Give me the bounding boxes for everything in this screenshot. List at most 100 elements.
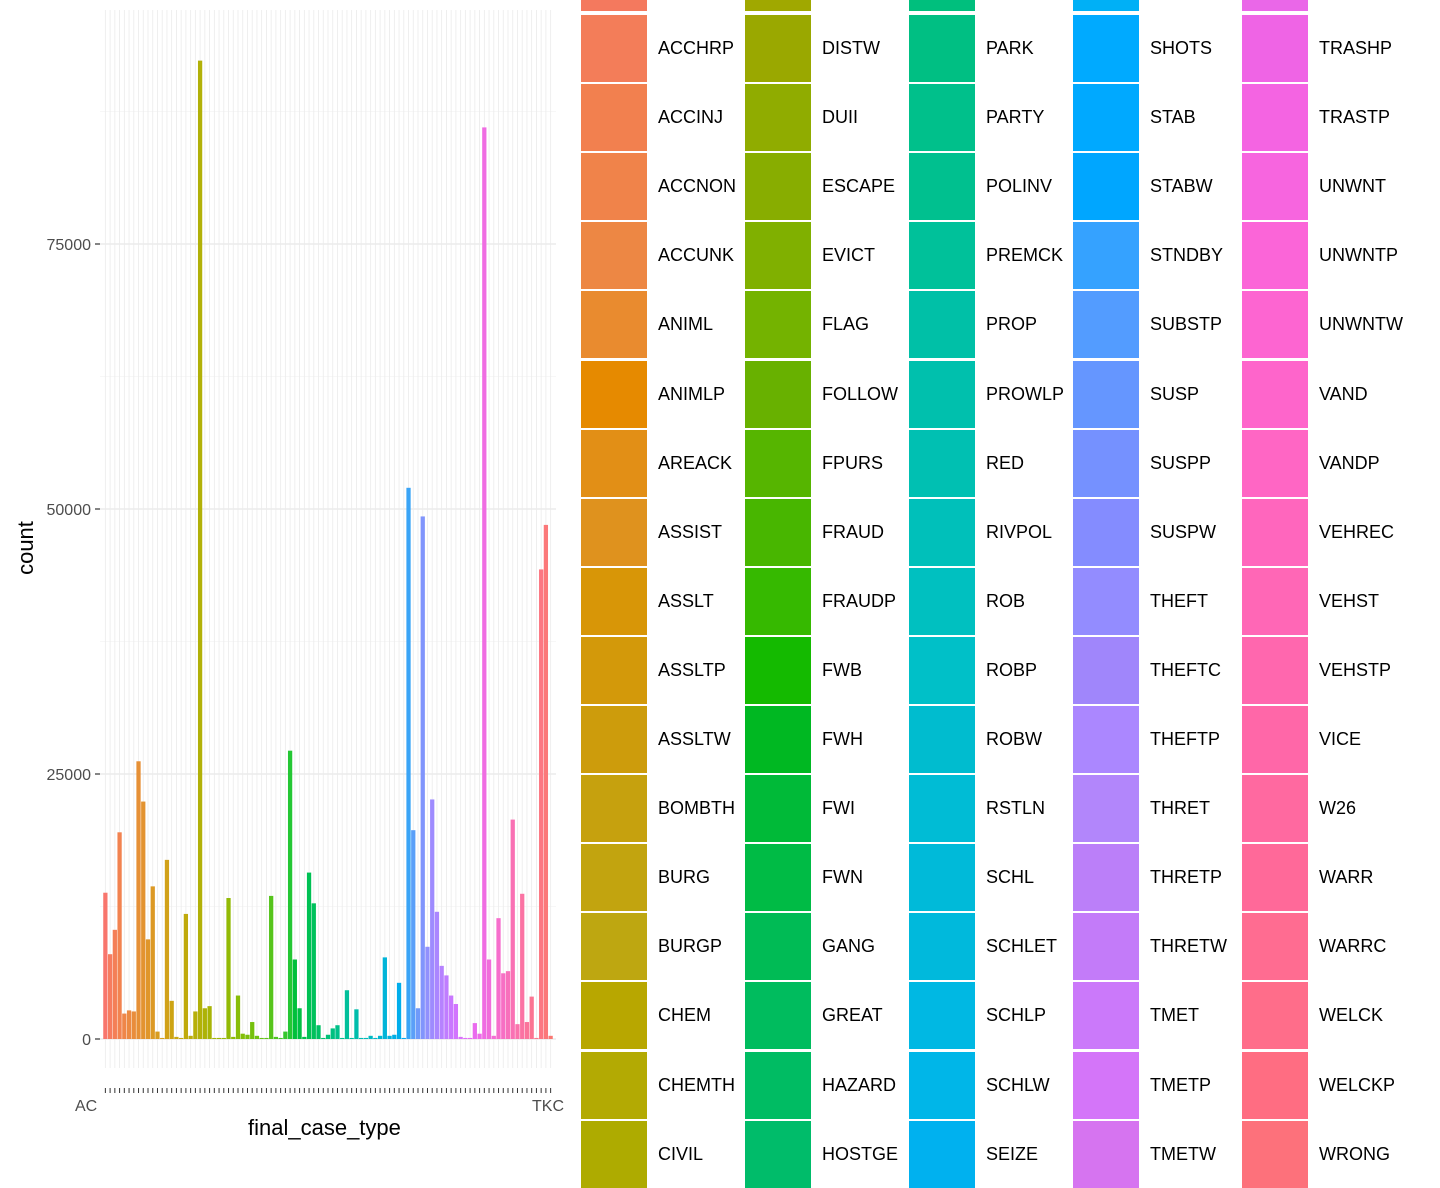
legend-label: GANG xyxy=(822,936,876,957)
bar xyxy=(486,959,492,1039)
legend-key xyxy=(1073,498,1139,566)
legend-label: FWI xyxy=(822,798,855,819)
bar xyxy=(382,957,387,1039)
bar xyxy=(534,1037,539,1039)
legend-label: THRETP xyxy=(1150,867,1222,888)
bar xyxy=(325,1034,331,1039)
legend-key xyxy=(1073,360,1139,428)
bar xyxy=(363,1037,369,1039)
legend-label: TMETW xyxy=(1150,1143,1216,1164)
legend-label: PARTY xyxy=(986,107,1045,128)
bar xyxy=(112,929,117,1039)
bar xyxy=(278,1037,283,1039)
legend-label: VEHREC xyxy=(1319,521,1395,542)
legend-key xyxy=(581,775,647,843)
bar xyxy=(472,1023,477,1039)
legend-key xyxy=(1073,982,1139,1050)
bar xyxy=(392,1034,397,1039)
legend-key xyxy=(1242,84,1308,152)
bar xyxy=(283,1031,288,1039)
legend-label: VEHSTP xyxy=(1319,659,1392,680)
legend-label: FWH xyxy=(822,729,863,749)
legend-key xyxy=(581,498,647,566)
legend-key xyxy=(909,982,975,1050)
bar xyxy=(136,761,141,1039)
bar xyxy=(467,1037,473,1039)
legend-key xyxy=(909,291,975,359)
bar xyxy=(221,1037,226,1039)
legend-label: W26 xyxy=(1319,798,1357,819)
legend-label: BURGP xyxy=(658,936,723,957)
legend-key xyxy=(581,1051,647,1119)
legend-key xyxy=(1242,706,1308,773)
bar xyxy=(250,1022,255,1039)
legend-key xyxy=(909,222,975,290)
bar xyxy=(349,1037,354,1039)
bar xyxy=(169,1000,174,1039)
legend-label: FWB xyxy=(822,659,862,680)
legend-key xyxy=(1242,567,1308,635)
bar xyxy=(155,1031,160,1039)
legend-label: RED xyxy=(986,452,1025,473)
bar xyxy=(520,893,525,1039)
legend-label: THRETW xyxy=(1150,936,1227,957)
bar xyxy=(150,886,155,1039)
legend-key xyxy=(1242,15,1308,82)
legend-key xyxy=(909,153,975,221)
legend-label: TRASTP xyxy=(1319,107,1391,128)
legend-key xyxy=(909,429,975,497)
legend-label: THEFT xyxy=(1150,590,1208,611)
legend-key xyxy=(909,844,975,912)
x-tick-labels-end: TKC xyxy=(532,1098,564,1115)
legend-key xyxy=(1073,844,1139,912)
legend-label: FRAUDP xyxy=(822,590,897,611)
legend-key xyxy=(581,222,647,290)
legend-label: WELCKP xyxy=(1319,1074,1396,1095)
y-tick-label: 25000 xyxy=(47,767,92,784)
bar xyxy=(259,1037,264,1039)
bar xyxy=(302,1036,307,1039)
legend-key xyxy=(745,84,811,152)
bar xyxy=(340,1037,345,1039)
legend-label: FRAUD xyxy=(822,521,884,542)
legend-key xyxy=(909,636,975,704)
legend-label: ESCAPE xyxy=(822,176,896,197)
bar xyxy=(316,1025,321,1039)
bar xyxy=(377,1035,383,1039)
legend-key xyxy=(1073,291,1139,359)
bar xyxy=(515,1024,520,1039)
legend-label: ACCHRP xyxy=(658,38,735,58)
legend-key xyxy=(581,15,647,82)
legend-key xyxy=(745,429,811,497)
bar xyxy=(420,516,425,1039)
legend-key xyxy=(909,15,975,82)
legend-label: ACCUNK xyxy=(658,245,735,266)
bar xyxy=(401,1037,406,1039)
legend-label: ROBP xyxy=(986,659,1038,680)
legend-key xyxy=(1242,153,1308,221)
bar xyxy=(240,1033,245,1039)
bar xyxy=(264,1037,269,1039)
bar xyxy=(212,1037,217,1039)
legend-key xyxy=(1242,360,1308,428)
legend-label: SEIZE xyxy=(986,1143,1039,1164)
legend-label: ROB xyxy=(986,590,1026,611)
legend-label: SUSPP xyxy=(1150,452,1212,473)
y-axis: 0 25000 50000 75000 xyxy=(47,237,100,1049)
bar xyxy=(482,127,487,1039)
legend-key xyxy=(1242,498,1308,566)
bar xyxy=(197,60,203,1040)
bars xyxy=(103,60,553,1040)
legend-key xyxy=(581,429,647,497)
legend-label: PARK xyxy=(986,38,1034,58)
legend-key xyxy=(745,15,811,82)
legend-label: ACCINJ xyxy=(658,107,724,128)
legend-key xyxy=(745,567,811,635)
bar xyxy=(406,487,411,1039)
legend-label: POLINV xyxy=(986,176,1053,197)
bar-chart: 0 25000 50000 75000 AC TKC xyxy=(47,10,564,1115)
legend-key xyxy=(745,636,811,704)
bar xyxy=(510,819,515,1039)
bar xyxy=(306,872,312,1039)
legend-label: PREMCK xyxy=(986,245,1064,266)
